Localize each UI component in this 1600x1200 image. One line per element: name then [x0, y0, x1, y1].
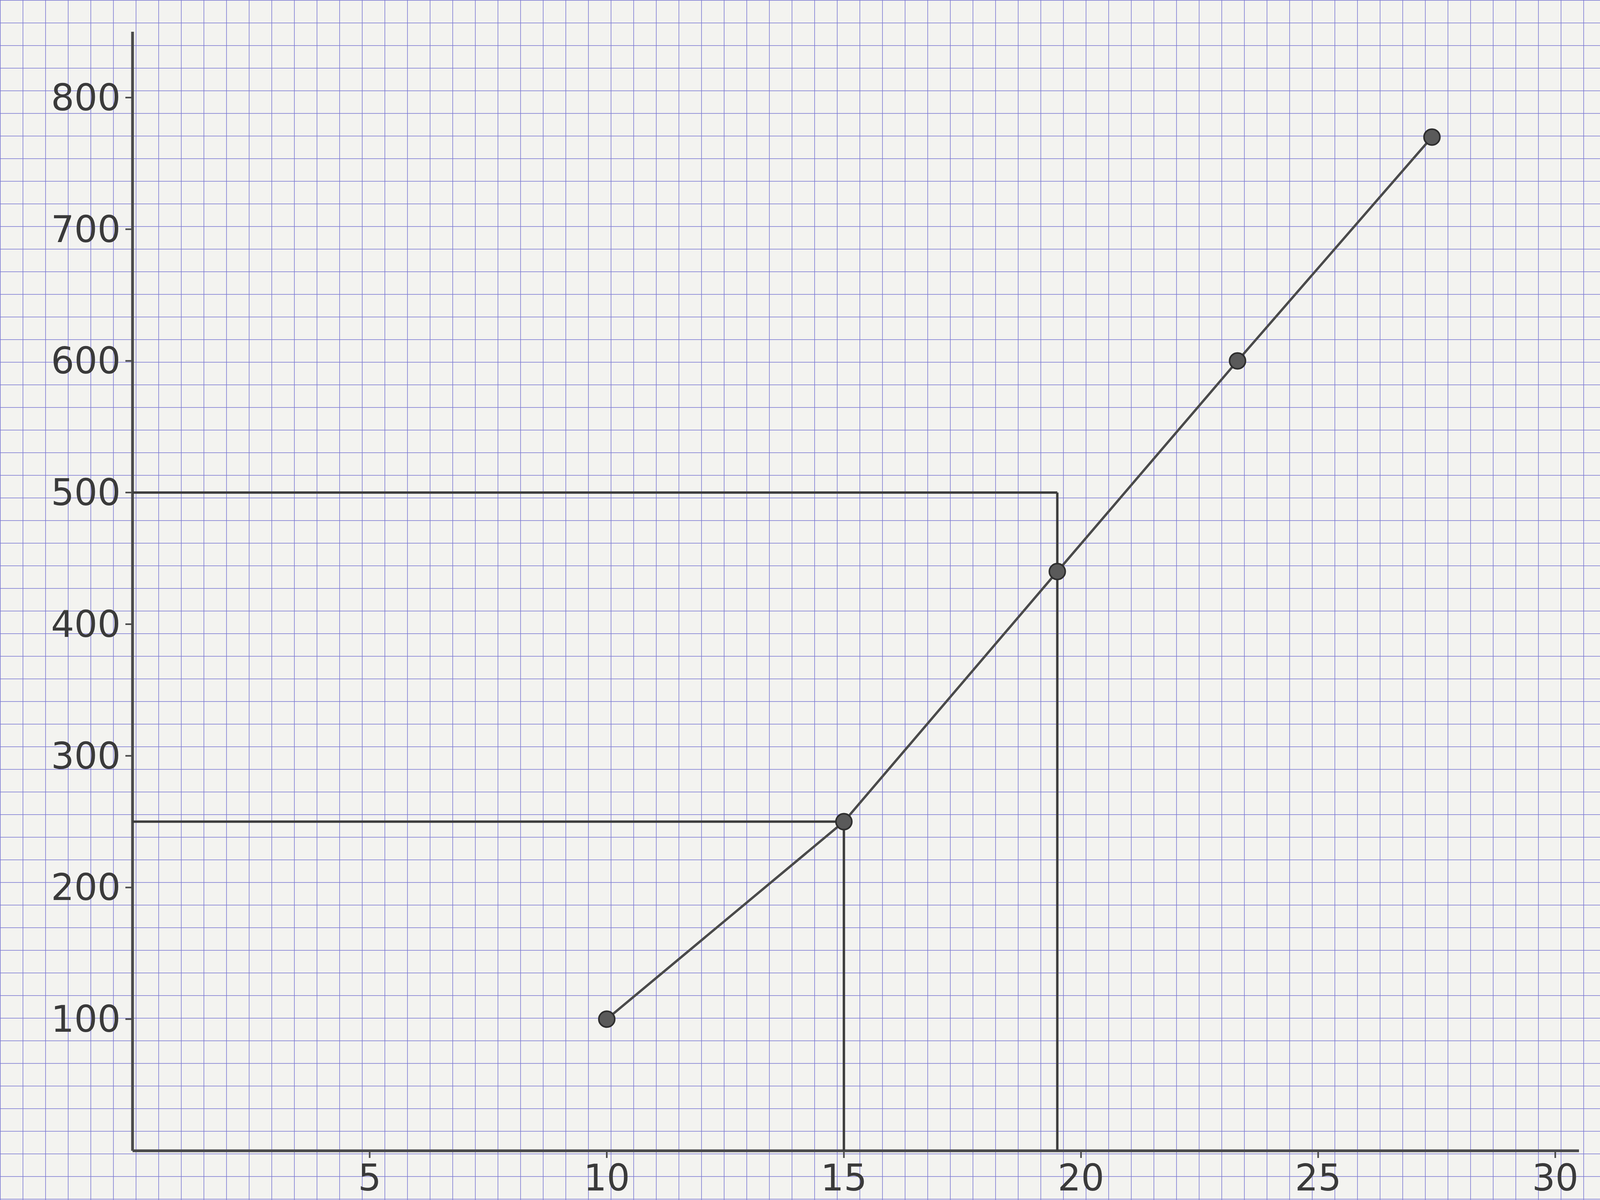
- y-tick-label: 300: [50, 734, 121, 778]
- y-tick: [125, 359, 133, 362]
- y-tick: [125, 491, 133, 494]
- y-tick-label: 500: [50, 471, 121, 514]
- y-tick: [125, 623, 133, 625]
- x-tick-label: 30: [1532, 1156, 1579, 1200]
- guide-horizontal: [132, 820, 845, 824]
- guide-vertical: [842, 821, 846, 1151]
- y-tick: [125, 1018, 133, 1020]
- chart: 100 200 300 400 500 600 700 800 5 10 15 20 25 30: [0, 0, 1600, 1200]
- paper: [0, 0, 1600, 1200]
- data-point: [1049, 563, 1066, 580]
- guide-vertical: [1055, 492, 1059, 1151]
- y-tick-label: 800: [50, 76, 121, 120]
- y-tick-label: 600: [50, 339, 121, 383]
- y-tick: [125, 96, 133, 99]
- data-line: [606, 136, 1432, 1020]
- y-tick-label: 100: [50, 998, 121, 1041]
- y-tick-label: 400: [50, 603, 121, 646]
- x-tick-label: 20: [1057, 1156, 1105, 1200]
- y-tick-label: 200: [50, 866, 121, 909]
- guide-horizontal: [132, 491, 1058, 494]
- data-point: [836, 813, 852, 830]
- x-tick-label: 10: [583, 1156, 631, 1200]
- data-point: [1424, 128, 1441, 145]
- data-point: [1229, 352, 1246, 369]
- plot-marks: [132, 128, 1441, 1151]
- y-tick: [125, 886, 133, 889]
- x-tick-label: 5: [357, 1156, 382, 1200]
- y-axis: [131, 31, 135, 1151]
- y-tick: [125, 228, 133, 231]
- x-tick-label: 25: [1294, 1156, 1342, 1200]
- y-tick-label: 700: [50, 208, 121, 251]
- x-axis: [132, 1149, 1579, 1153]
- y-tick: [125, 755, 133, 757]
- x-tick-label: 15: [820, 1156, 868, 1200]
- data-point: [598, 1011, 615, 1027]
